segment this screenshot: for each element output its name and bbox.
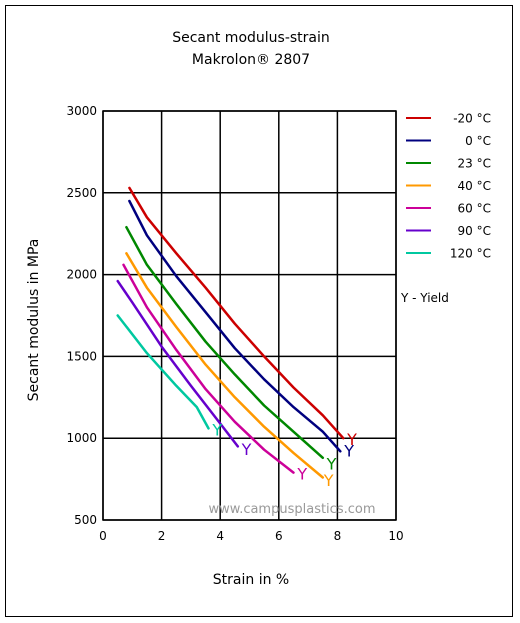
series-line [125,252,325,479]
yield-marker: Y [323,471,334,490]
yield-note: Y - Yield [400,291,449,305]
x-tick-label: 4 [216,529,224,543]
y-tick-label: 3000 [66,104,97,118]
series-line [128,186,345,440]
legend-entry: 120 °C [450,247,491,261]
series-line [125,225,325,460]
chart-title: Secant modulus-strain [172,30,330,46]
watermark: www.campusplastics.com [208,502,375,517]
x-tick-labels: 0 2 4 6 8 10 [99,529,403,543]
legend: -20 °C 0 °C 23 °C 40 °C 60 °C 90 °C 120 °C [406,112,491,261]
x-tick-label: 2 [158,529,166,543]
chart-subtitle: Makrolon® 2807 [192,52,310,68]
series-line [116,279,240,448]
y-tick-label: 2500 [66,186,97,200]
legend-entry: -20 °C [453,112,491,126]
series-line [122,263,295,474]
legend-entry: 0 °C [465,134,491,148]
yield-marker: Y [346,430,357,449]
x-tick-label: 6 [275,529,283,543]
y-tick-label: 500 [74,513,97,527]
y-tick-label: 1000 [66,431,97,445]
legend-entry: 40 °C [458,179,491,193]
y-tick-labels: 500 1000 1500 2000 2500 3000 [66,104,97,527]
y-axis-label: Secant modulus in MPa [26,239,42,402]
y-tick-label: 1500 [66,349,97,363]
legend-entry: 60 °C [458,202,491,216]
x-tick-label: 8 [334,529,342,543]
y-tick-label: 2000 [66,268,97,282]
yield-marker: Y [326,455,337,474]
yield-marker: Y [241,440,252,459]
grid [102,110,397,521]
x-tick-label: 10 [388,529,403,543]
yield-marker: Y [211,420,222,439]
legend-entry: 90 °C [458,224,491,238]
x-axis-label: Strain in % [213,572,289,588]
legend-entry: 23 °C [458,157,491,171]
series-line [116,314,210,430]
yield-marker: Y [296,465,307,484]
x-tick-label: 0 [99,529,107,543]
yield-marker: Y [343,442,354,461]
series-line [128,199,342,453]
